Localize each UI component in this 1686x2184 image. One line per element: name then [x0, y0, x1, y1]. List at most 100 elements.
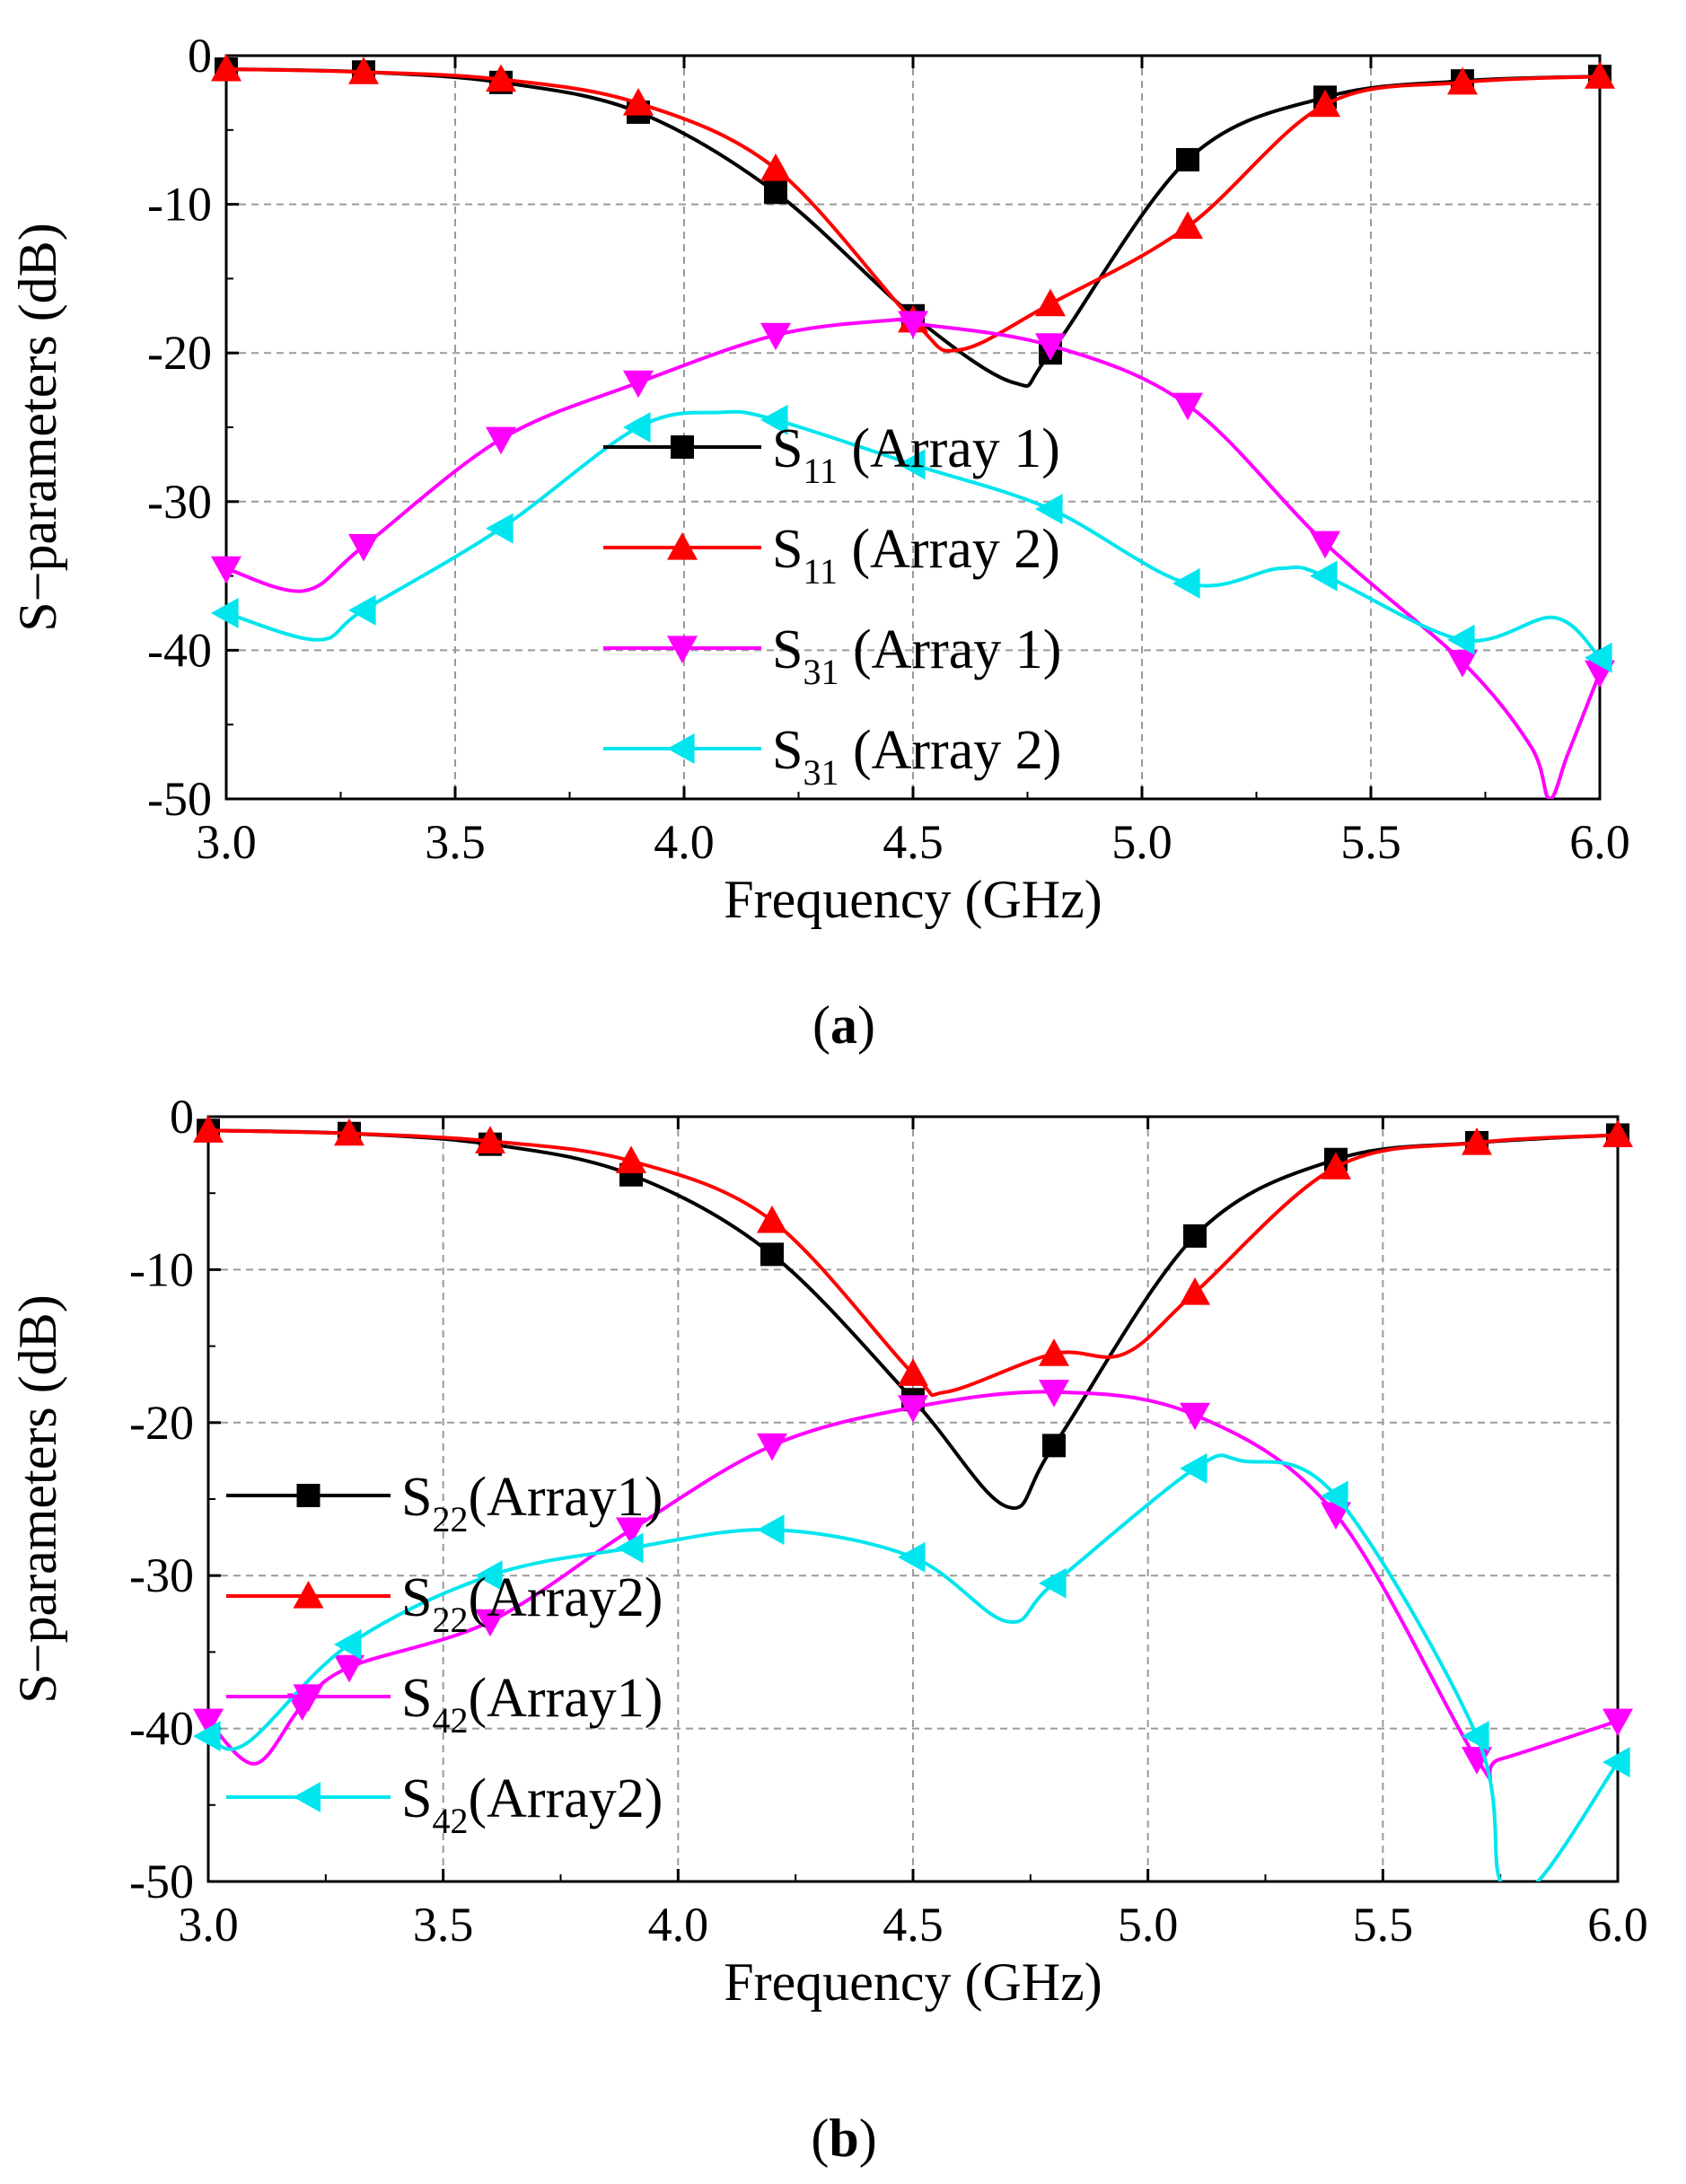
data-point	[616, 1517, 646, 1546]
legend-label-rest: (Array2)	[468, 1567, 663, 1628]
y-tick-label: -40	[129, 1702, 194, 1756]
caption-open: (	[812, 996, 830, 1055]
data-point	[1183, 1224, 1207, 1248]
data-point	[334, 1118, 364, 1146]
series-2-markers	[193, 1380, 1633, 1775]
series-line	[226, 317, 1600, 799]
data-point	[1321, 1502, 1351, 1530]
data-point	[757, 1514, 785, 1546]
data-point	[1603, 1708, 1633, 1737]
data-point	[760, 322, 791, 351]
legend-label-rest: (Array1)	[468, 1668, 663, 1729]
data-point	[1172, 211, 1203, 239]
data-point	[764, 180, 787, 205]
data-point	[1039, 1338, 1069, 1366]
legend-label-main: S	[401, 1467, 432, 1528]
x-tick-label: 5.5	[1353, 1898, 1414, 1952]
legend-item: S11 (Array 1)	[603, 418, 1060, 491]
legend-label-rest: (Array 1)	[839, 619, 1061, 680]
legend-label-main: S	[772, 619, 803, 680]
data-point	[623, 88, 654, 116]
legend: S11 (Array 1)S11 (Array 2)S31 (Array 1)S…	[603, 418, 1061, 793]
legend-label-main: S	[772, 418, 803, 479]
chart-panel-b: 3.0 3.5 4.0 4.5 5.0 5.5 6.0 0 -10 -20 -30 -40 -50 Fre…	[8, 1090, 1648, 2168]
legend-label: S11 (Array 1)	[772, 418, 1060, 491]
legend-label-main: S	[772, 720, 803, 781]
legend-label-sub: 42	[432, 1700, 468, 1741]
legend-marker	[671, 435, 694, 459]
legend: S22(Array1)S22(Array2)S42(Array1)S42(Arr…	[226, 1467, 663, 1841]
legend-item: S22(Array2)	[226, 1567, 663, 1640]
data-point	[623, 370, 654, 399]
caption-close: )	[857, 996, 875, 1055]
legend-label-sub: 11	[803, 451, 838, 491]
y-axis-title: S−parameters (dB)	[8, 223, 67, 631]
x-tick-label: 3.5	[425, 815, 486, 869]
legend-label-sub: 31	[803, 752, 839, 793]
x-tick-label: 5.0	[1118, 1898, 1179, 1952]
legend-label-rest: (Array2)	[468, 1768, 663, 1829]
data-point	[1462, 1721, 1489, 1752]
y-tick-label: -20	[147, 326, 212, 380]
caption-open: (	[811, 2109, 829, 2168]
series-line	[226, 66, 1600, 353]
legend-label: S31 (Array 2)	[772, 720, 1061, 793]
series-3-markers	[193, 1452, 1630, 1778]
data-point	[1035, 288, 1066, 317]
data-point	[1310, 531, 1340, 559]
data-point	[616, 1145, 646, 1173]
data-point	[211, 53, 241, 82]
y-tick-label: -30	[147, 475, 212, 529]
data-point	[348, 594, 376, 626]
y-tick-label: -10	[129, 1242, 194, 1296]
data-point	[1447, 624, 1475, 655]
series-3-markers	[211, 404, 1612, 673]
data-point	[757, 1205, 787, 1233]
data-point	[475, 1126, 505, 1153]
data-point	[1180, 1402, 1210, 1431]
legend-item: S42(Array1)	[226, 1668, 663, 1741]
legend-marker	[293, 1684, 324, 1712]
x-axis-title: Frequency (GHz)	[724, 870, 1102, 929]
x-tick-label: 4.5	[883, 1898, 944, 1952]
legend-label: S42(Array2)	[401, 1768, 663, 1841]
legend-label-sub: 42	[432, 1801, 468, 1841]
legend-label-rest: (Array 1)	[838, 418, 1060, 479]
data-point	[486, 426, 516, 455]
data-point	[1039, 1380, 1069, 1408]
legend-label-sub: 22	[432, 1499, 468, 1539]
series-3	[208, 1453, 1618, 1881]
data-point	[486, 513, 514, 544]
legend-label-main: S	[401, 1567, 432, 1628]
data-point	[1447, 66, 1478, 95]
series-1-markers	[211, 53, 1615, 333]
caption-letter: b	[829, 2109, 858, 2168]
x-tick-label: 3.5	[413, 1898, 474, 1952]
legend-label-rest: (Array 2)	[839, 720, 1061, 781]
legend-marker	[293, 1782, 321, 1812]
x-tick-label: 4.0	[648, 1898, 709, 1952]
x-tick-label: 3.0	[178, 1898, 239, 1952]
data-point	[348, 533, 379, 562]
y-tick-label: -50	[129, 1855, 194, 1908]
data-point	[1035, 494, 1063, 525]
data-point	[898, 1541, 926, 1573]
legend-marker	[667, 532, 698, 560]
data-point	[486, 64, 516, 92]
data-point	[475, 1609, 505, 1637]
x-tick-label: 5.5	[1340, 815, 1401, 869]
data-point	[898, 1395, 928, 1423]
legend-label-sub: 22	[432, 1600, 468, 1640]
legend-marker	[296, 1484, 321, 1507]
data-point	[1310, 560, 1338, 592]
legend-label: S22(Array1)	[401, 1467, 663, 1539]
chart-panel-a: 3.0 3.5 4.0 4.5 5.0 5.5 6.0 0 -10 -20 -30 -40 -50 Fre…	[8, 29, 1630, 1055]
data-point	[1321, 1480, 1348, 1512]
series-2-markers	[211, 311, 1615, 689]
figure-caption: (b)	[811, 2109, 876, 2168]
caption-close: )	[859, 2109, 877, 2168]
data-point	[1180, 1452, 1207, 1484]
legend-item: S11 (Array 2)	[603, 519, 1060, 592]
data-point	[1447, 650, 1478, 678]
